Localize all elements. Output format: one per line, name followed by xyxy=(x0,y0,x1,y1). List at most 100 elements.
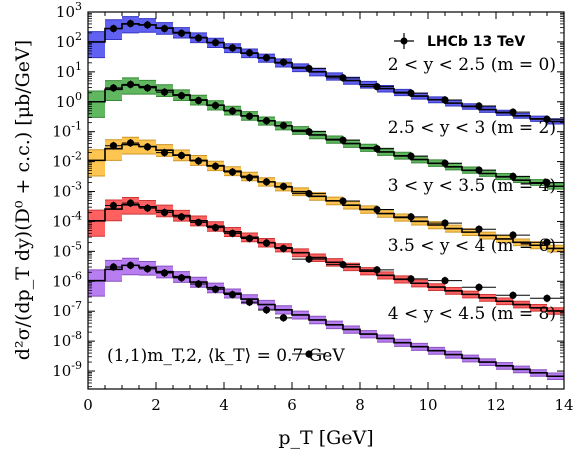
data-point xyxy=(139,264,156,273)
model-annotation: (1,1)m_T,2, ⟨k_T⟩ = 0.7 GeV xyxy=(107,346,345,366)
data-point xyxy=(122,261,139,270)
data-point xyxy=(173,91,190,100)
data-marker xyxy=(177,29,186,37)
data-point xyxy=(241,48,258,57)
x-tick-label: 6 xyxy=(287,396,297,414)
data-point xyxy=(428,159,462,168)
data-point xyxy=(462,283,496,292)
data-marker xyxy=(407,213,415,221)
data-point xyxy=(224,229,241,238)
data-marker xyxy=(177,213,186,221)
data-point xyxy=(292,127,326,136)
data-marker xyxy=(543,115,551,123)
data-marker xyxy=(373,145,381,153)
data-marker xyxy=(262,239,271,247)
data-point xyxy=(139,204,156,212)
data-point xyxy=(258,177,275,186)
data-point xyxy=(292,64,326,73)
data-marker xyxy=(194,218,203,226)
data-marker xyxy=(279,121,288,130)
data-marker xyxy=(475,166,483,174)
data-marker xyxy=(194,280,203,288)
x-tick-label: 0 xyxy=(83,396,93,414)
data-point xyxy=(462,102,496,110)
data-marker xyxy=(373,205,381,214)
data-marker xyxy=(126,139,135,147)
data-marker xyxy=(441,277,449,285)
data-point xyxy=(496,108,530,117)
data-marker xyxy=(339,136,347,144)
data-marker xyxy=(373,83,381,91)
data-point xyxy=(275,121,292,130)
data-marker xyxy=(262,54,271,62)
data-point xyxy=(139,143,156,151)
data-marker xyxy=(211,285,220,293)
data-point xyxy=(241,112,258,121)
data-point xyxy=(326,136,360,145)
data-marker xyxy=(143,265,152,273)
band-series-4 xyxy=(88,258,564,380)
data-marker xyxy=(228,44,237,52)
data-point xyxy=(394,275,428,283)
data-marker xyxy=(109,84,118,92)
data-point xyxy=(105,141,122,150)
data-marker xyxy=(407,152,415,160)
data-point xyxy=(292,350,326,358)
data-point xyxy=(428,219,462,228)
y-tick-label: 10-3 xyxy=(52,180,82,201)
data-point xyxy=(122,19,139,28)
central-series-3 xyxy=(88,204,564,312)
data-point xyxy=(275,244,292,253)
data-marker xyxy=(305,350,313,358)
data-marker xyxy=(441,219,449,227)
data-marker xyxy=(279,314,288,322)
data-point xyxy=(496,172,530,181)
data-point xyxy=(360,266,394,274)
data-marker xyxy=(194,157,203,165)
bin-label-2: 3 < y < 3.5 (m = 4) xyxy=(388,176,556,196)
data-point xyxy=(275,313,292,322)
data-point xyxy=(394,152,428,161)
y-tick-label: 100 xyxy=(56,90,82,111)
data-point xyxy=(360,82,394,91)
data-marker xyxy=(160,148,169,157)
data-point xyxy=(224,168,241,176)
data-marker xyxy=(475,225,483,233)
data-point xyxy=(292,189,326,198)
data-point xyxy=(173,151,190,160)
band-edges-series-2 xyxy=(88,136,564,253)
x-tick-label: 8 xyxy=(355,396,365,414)
data-point xyxy=(173,273,190,282)
data-point xyxy=(530,115,564,124)
data-point xyxy=(241,173,258,182)
data-point xyxy=(105,24,122,33)
data-marker xyxy=(211,224,220,232)
data-point xyxy=(394,212,428,221)
bin-label-4: 4 < y < 4.5 (m = 8) xyxy=(388,304,556,324)
data-point xyxy=(173,212,190,221)
data-point xyxy=(258,53,275,62)
bin-label-1: 2.5 < y < 3 (m = 2) xyxy=(388,118,556,138)
data-marker xyxy=(475,283,483,291)
x-tick-label: 10 xyxy=(418,396,437,414)
data-point xyxy=(105,263,122,271)
data-point xyxy=(105,84,122,92)
data-marker xyxy=(475,102,483,110)
data-point xyxy=(224,290,241,299)
data-point xyxy=(530,294,564,303)
data-marker xyxy=(211,162,220,170)
data-marker xyxy=(126,261,135,269)
band-edges-series-1 xyxy=(88,77,564,190)
data-marker xyxy=(262,117,271,125)
data-point xyxy=(122,199,139,208)
data-marker xyxy=(160,24,169,33)
data-marker xyxy=(305,190,313,198)
x-tick-label: 4 xyxy=(219,396,229,414)
data-point xyxy=(241,234,258,243)
bin-label-0: 2 < y < 2.5 (m = 0) xyxy=(388,55,556,75)
data-marker xyxy=(262,306,271,314)
data-point xyxy=(241,298,258,307)
data-points xyxy=(105,19,564,358)
x-tick-label: 14 xyxy=(554,396,573,414)
data-point xyxy=(462,225,496,234)
